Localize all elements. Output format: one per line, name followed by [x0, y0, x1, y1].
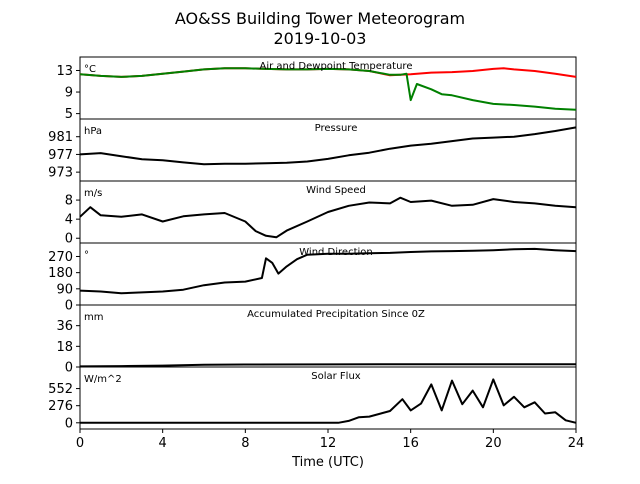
x-tick-label: 4 — [159, 436, 167, 451]
temp-y-tick-label: 13 — [56, 64, 73, 79]
temp-unit-label: °C — [84, 64, 96, 75]
pressure-series-line-0 — [79, 126, 577, 166]
solar-unit-label: W/m^2 — [84, 374, 122, 385]
wind_speed-y-tick-label: 0 — [65, 232, 73, 247]
precip-y-tick-label: 36 — [56, 319, 73, 334]
solar-series-line-0 — [80, 378, 577, 424]
solar-panel-frame — [79, 366, 577, 430]
pressure-y-tick-label: 977 — [48, 148, 73, 163]
wind_direction-unit-label: ° — [84, 250, 89, 261]
wind_direction-y-tick-label: 0 — [65, 299, 73, 314]
wind_direction-series-line-0 — [79, 247, 577, 295]
precip-panel-frame — [79, 304, 577, 368]
wind_direction-y-tick-label: 90 — [56, 282, 73, 297]
precip-y-tick-label: 0 — [65, 361, 73, 376]
pressure-unit-label: hPa — [84, 126, 102, 137]
wind_speed-y-tick-label: 4 — [65, 213, 73, 228]
x-axis-label: Time (UTC) — [291, 455, 364, 470]
solar-y-tick-label: 0 — [65, 416, 73, 431]
x-tick-label: 12 — [320, 436, 337, 451]
solar-panel-title: Solar Flux — [311, 371, 361, 382]
x-tick-label: 24 — [568, 436, 585, 451]
wind_direction-y-tick-label: 270 — [48, 250, 73, 265]
temp-panel-title: Air and Dewpoint Temperature — [260, 61, 413, 72]
chart-subtitle: 2019-10-03 — [274, 29, 367, 48]
pressure-y-tick-label: 973 — [48, 166, 73, 181]
chart-title: AO&SS Building Tower Meteorogram — [175, 9, 465, 28]
wind_speed-series-line-0 — [79, 196, 577, 239]
precip-y-tick-label: 18 — [56, 340, 73, 355]
x-tick-label: 20 — [485, 436, 502, 451]
wind_speed-panel-title: Wind Speed — [306, 185, 366, 196]
precip-series-line-0 — [79, 363, 576, 368]
solar-y-tick-label: 552 — [48, 382, 73, 397]
wind_direction-y-tick-label: 180 — [48, 266, 73, 281]
wind_speed-y-tick-label: 8 — [65, 194, 73, 209]
precip-unit-label: mm — [84, 312, 103, 323]
x-tick-label: 0 — [76, 436, 84, 451]
pressure-y-tick-label: 981 — [48, 130, 73, 145]
temp-y-tick-label: 9 — [65, 86, 73, 101]
pressure-panel-frame — [79, 118, 577, 182]
x-tick-label: 8 — [241, 436, 249, 451]
temp-panel-frame — [79, 56, 577, 120]
temp-y-tick-label: 5 — [65, 107, 73, 122]
x-tick-label: 16 — [402, 436, 419, 451]
temp-series-line-1 — [79, 67, 577, 111]
solar-y-tick-label: 276 — [48, 399, 73, 414]
wind_speed-unit-label: m/s — [84, 188, 102, 199]
wind_direction-panel-title: Wind Direction — [299, 247, 373, 258]
pressure-panel-title: Pressure — [315, 123, 358, 134]
precip-panel-title: Accumulated Precipitation Since 0Z — [247, 309, 425, 320]
